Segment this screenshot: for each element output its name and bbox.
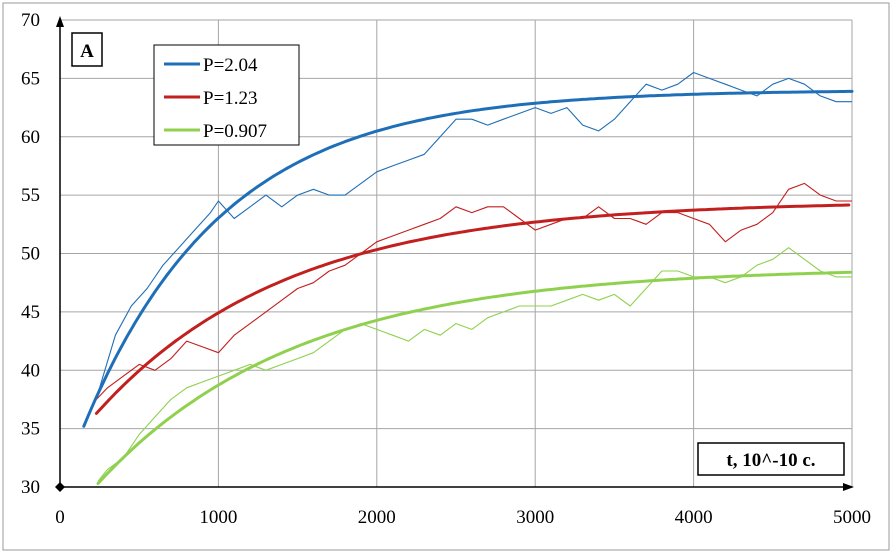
series-fit-line-2 [94, 203, 851, 415]
series-fit-line-1 [82, 89, 854, 428]
x-tick-label: 3000 [516, 507, 554, 528]
series-lines [82, 71, 854, 485]
y-tick-label: 40 [21, 360, 40, 381]
x-tick-label: 2000 [358, 507, 396, 528]
legend-entry-3: P=0.907 [203, 121, 267, 142]
y-tick-label: 50 [21, 244, 40, 265]
x-tick-label: 1000 [199, 507, 237, 528]
legend: P=2.04 P=1.23 P=0.907 [153, 44, 300, 146]
y-tick-label: 65 [21, 68, 40, 89]
series-noisy-line-3 [97, 247, 852, 482]
y-tick-label: 55 [21, 185, 40, 206]
grid-lines [60, 19, 853, 487]
y-tick-label: 60 [21, 127, 40, 148]
axes [55, 16, 854, 492]
x-axis-arrow [843, 483, 854, 491]
y-tick-label: 70 [21, 10, 40, 31]
x-tick-label: 5000 [833, 507, 871, 528]
legend-entry-1: P=2.04 [203, 55, 258, 76]
y-tick-label: 45 [21, 302, 40, 323]
y-tick-label: 30 [21, 477, 40, 498]
x-tick-label: 0 [55, 507, 65, 528]
legend-entry-2: P=1.23 [203, 88, 258, 109]
panel-label: A [80, 41, 94, 62]
y-axis-arrow [56, 16, 64, 27]
series-noisy-line-1 [83, 71, 852, 427]
panel-label-box: A [71, 32, 103, 67]
tick-labels: 0 1000 2000 3000 4000 5000 30 35 40 45 50 55 60 65 70 [21, 10, 871, 528]
x-axis-label: t, 10^-10 c. [726, 450, 815, 471]
series-fit-line-3 [96, 270, 852, 485]
y-tick-label: 35 [21, 419, 40, 440]
series-noisy-line-2 [96, 182, 852, 400]
origin-marker [55, 482, 65, 492]
x-axis-label-box: t, 10^-10 c. [697, 442, 845, 476]
x-tick-label: 4000 [675, 507, 713, 528]
